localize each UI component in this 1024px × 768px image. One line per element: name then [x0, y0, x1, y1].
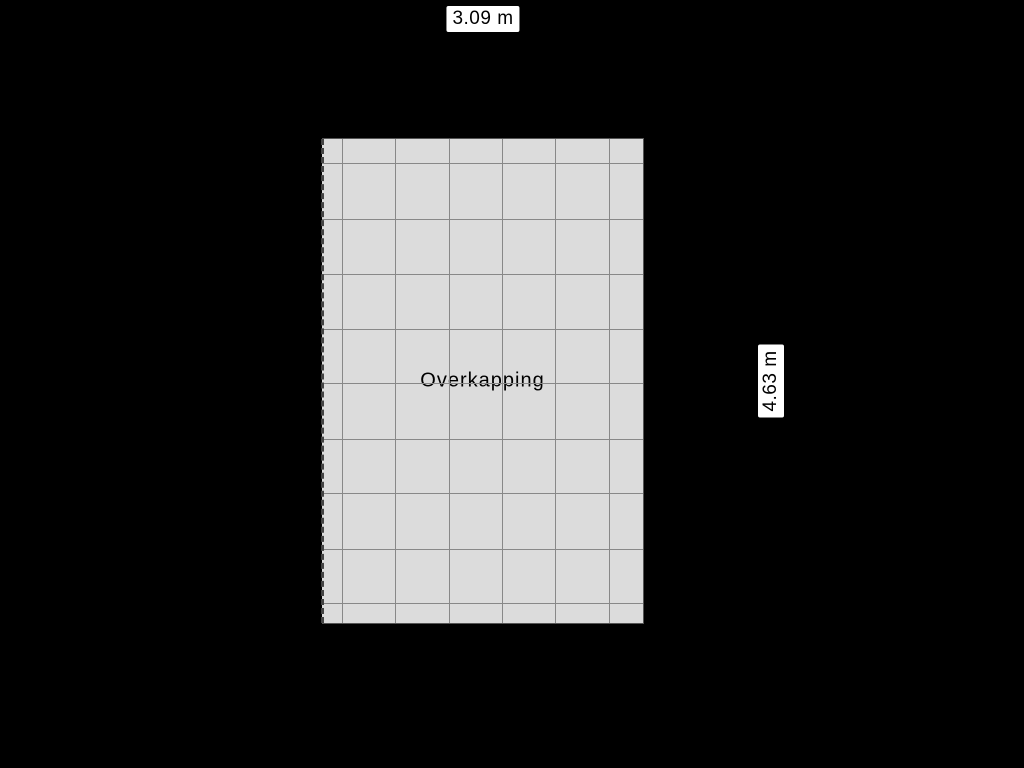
grid-line-horizontal [322, 219, 643, 220]
grid-line-vertical [342, 139, 343, 623]
grid-line-horizontal [322, 493, 643, 494]
grid-line-horizontal [322, 549, 643, 550]
grid-line-vertical [555, 139, 556, 623]
grid-line-horizontal [322, 383, 643, 384]
room-label: Overkapping [420, 370, 544, 393]
width-dimension-label: 3.09 m [446, 6, 519, 32]
grid-line-horizontal [322, 439, 643, 440]
grid-line-horizontal [322, 274, 643, 275]
grid-line-horizontal [322, 603, 643, 604]
grid-line-vertical [449, 139, 450, 623]
grid-line-horizontal [322, 329, 643, 330]
height-dimension-label: 4.63 m [758, 344, 784, 417]
room-left-edge-dashed [321, 139, 324, 623]
grid-line-horizontal [322, 163, 643, 164]
grid-line-vertical [502, 139, 503, 623]
grid-line-vertical [609, 139, 610, 623]
grid-line-vertical [395, 139, 396, 623]
floorplan-canvas: 3.09 m 4.63 m Overkapping [0, 0, 1024, 768]
room-overkapping: Overkapping [322, 138, 644, 624]
